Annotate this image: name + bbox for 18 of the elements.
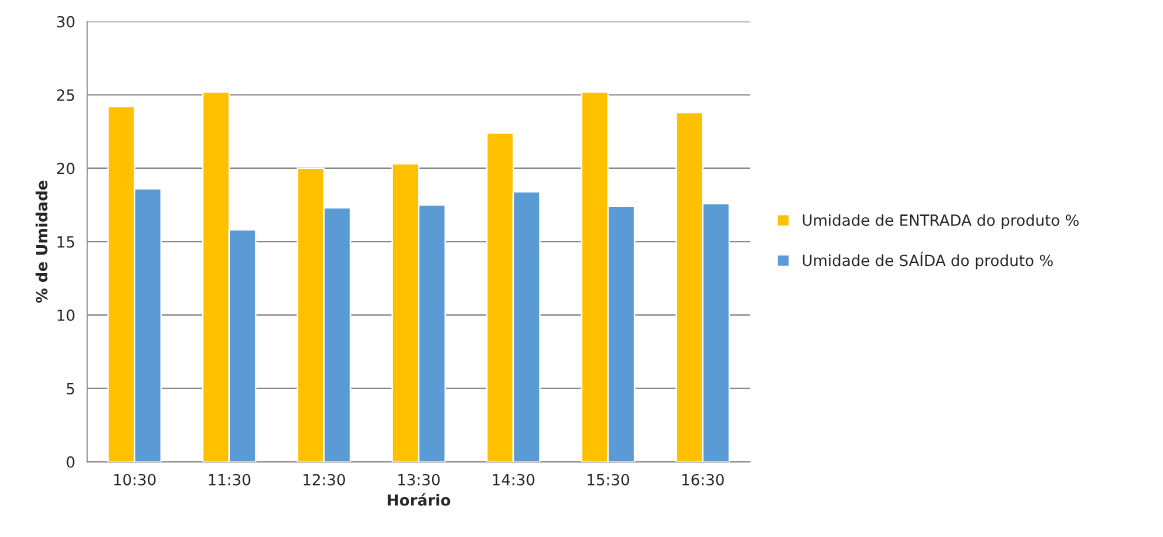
x-tick-label: 11:30 — [208, 473, 251, 486]
y-tick-label: 25 — [57, 89, 75, 101]
x-tick-label: 13:30 — [398, 473, 440, 486]
y-tick-label: 10 — [57, 309, 75, 322]
y-tick-label: 15 — [57, 236, 75, 248]
x-tick-label: 16:30 — [682, 473, 724, 486]
y-tick-label: 5 — [66, 383, 75, 395]
x-axis-title: Horário — [387, 493, 451, 506]
y-axis-title: % de Umidade — [35, 180, 48, 303]
legend-label: Umidade de SAÍDA do produto % — [802, 251, 1053, 270]
x-tick-label: 14:30 — [493, 473, 535, 486]
legend-label: Umidade de ENTRADA do produto % — [802, 214, 1079, 229]
x-tick-label: 15:30 — [587, 473, 630, 486]
x-tick-label: 12:30 — [303, 473, 345, 486]
y-tick-label: 30 — [57, 15, 75, 28]
y-tick-label: 0 — [66, 456, 75, 468]
x-tick-label: 10:30 — [114, 473, 156, 486]
y-tick-label: 20 — [57, 162, 75, 175]
